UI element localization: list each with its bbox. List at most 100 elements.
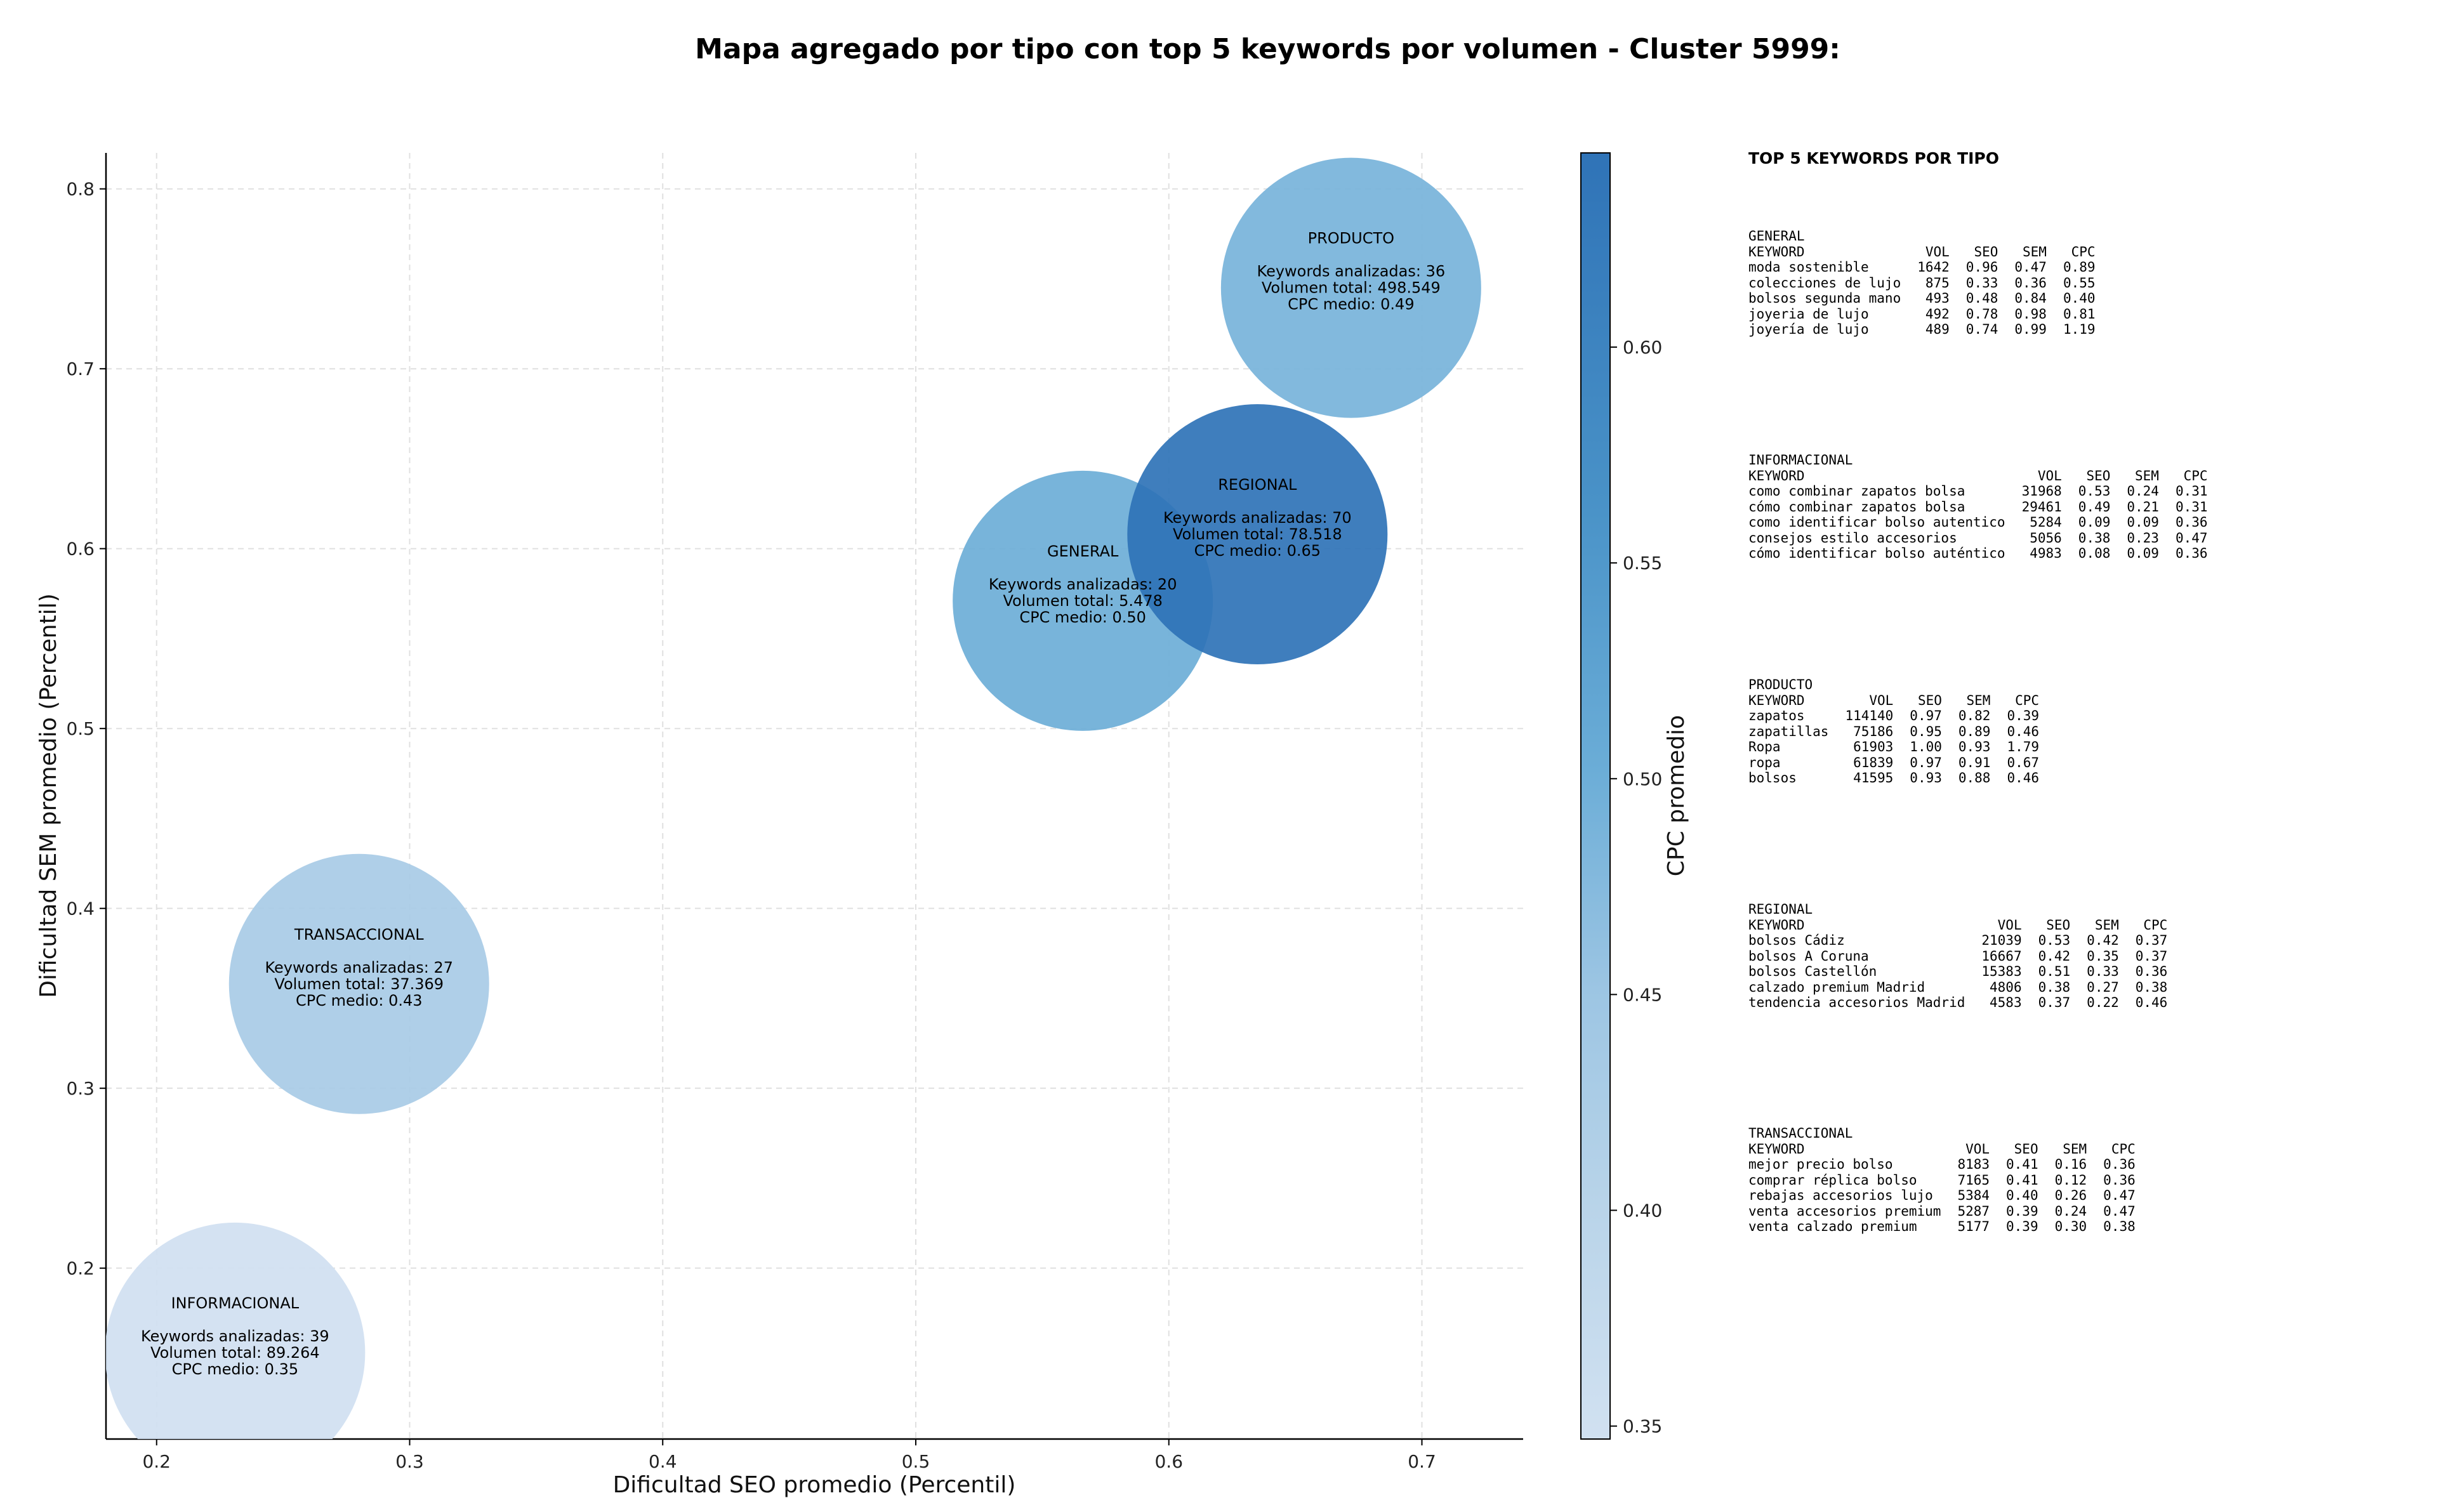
bubble-keywords-transaccional: Keywords analizadas: 27 — [265, 959, 453, 976]
value-cell: 5287 — [1957, 1203, 1990, 1219]
x-tick-label: 0.4 — [649, 1451, 677, 1472]
bubble-keywords-regional: Keywords analizadas: 70 — [1163, 509, 1352, 527]
value-cell: 0.16 — [2054, 1157, 2087, 1172]
value-cell: 0.81 — [2063, 306, 2096, 322]
table-row: venta accesorios premium 5287 0.39 0.24 0.47 — [1748, 1204, 2136, 1219]
bubble-name-regional: REGIONAL — [1218, 476, 1297, 494]
bubbles — [106, 157, 1481, 1439]
table-row: moda sostenible 1642 0.96 0.47 0.89 — [1748, 260, 2096, 275]
bubble-name-transaccional: TRANSACCIONAL — [294, 926, 424, 943]
keyword-table: KEYWORD VOL SEO SEM CPC zapatos 114140 0.97 0.82… — [1748, 693, 2039, 786]
keyword-group-title: GENERAL — [1748, 228, 1805, 244]
value-cell: 15383 — [1981, 964, 2022, 979]
keyword-cell: como identificar bolso autentico — [1748, 515, 2005, 530]
keyword-cell: bolsos Castellón — [1748, 964, 1877, 979]
value-cell: 0.36 — [2135, 964, 2168, 979]
value-cell: 0.49 — [2078, 499, 2111, 515]
value-cell: 1.00 — [1910, 739, 1942, 754]
value-cell: 0.41 — [2006, 1157, 2038, 1172]
value-cell: 29461 — [2021, 499, 2062, 515]
value-cell: 0.31 — [2175, 499, 2208, 515]
keyword-cell: zapatillas — [1748, 723, 1829, 739]
y-tick-label: 0.5 — [66, 718, 95, 739]
colorbar-ticks: 0.35 0.40 0.45 0.50 0.55 0.60 — [1610, 337, 1662, 1437]
value-cell: 0.38 — [2135, 979, 2168, 995]
colorbar-label: CPC promedio — [1663, 715, 1689, 876]
axes — [105, 153, 1523, 1440]
table-row: ropa 61839 0.97 0.91 0.67 — [1748, 755, 2039, 771]
value-cell: 0.23 — [2127, 530, 2159, 546]
x-tick-label: 0.2 — [142, 1451, 171, 1472]
keyword-group-regional: REGIONAL KEYWORD VOL SEO SEM CPC bolsos Cádiz 2… — [1748, 902, 2167, 1011]
colorbar-tick-label: 0.45 — [1623, 984, 1662, 1005]
column-header: SEM — [2094, 917, 2119, 933]
value-cell: 5056 — [2030, 530, 2062, 546]
value-cell: 0.97 — [1910, 708, 1942, 723]
value-cell: 5284 — [2030, 515, 2062, 530]
value-cell: 1.79 — [2007, 739, 2040, 754]
chart-title: Mapa agregado por tipo con top 5 keyword… — [695, 33, 1840, 65]
column-header: CPC — [2071, 244, 2096, 260]
bubble-volume-general: Volumen total: 5.478 — [1003, 592, 1162, 610]
column-header: SEO — [2086, 468, 2111, 483]
table-row: como combinar zapatos bolsa 31968 0.53 0.24… — [1748, 483, 2208, 499]
colorbar-tick-label: 0.40 — [1623, 1200, 1662, 1221]
keyword-cell: venta calzado premium — [1748, 1219, 1917, 1234]
value-cell: 0.40 — [2006, 1188, 2038, 1203]
bubble-keywords-producto: Keywords analizadas: 36 — [1257, 263, 1446, 280]
column-header: SEM — [2023, 244, 2047, 260]
colorbar-tick-label: 0.50 — [1623, 768, 1662, 789]
value-cell: 31968 — [2021, 483, 2062, 499]
value-cell: 0.27 — [2087, 979, 2119, 995]
value-cell: 4583 — [1990, 995, 2022, 1010]
value-cell: 0.42 — [2087, 933, 2119, 948]
column-header: KEYWORD — [1748, 468, 1805, 483]
value-cell: 0.37 — [2038, 995, 2071, 1010]
bubble-name-general: GENERAL — [1047, 542, 1119, 560]
column-header: VOL — [1869, 692, 1894, 708]
top-keywords-title: TOP 5 KEYWORDS POR TIPO — [1748, 149, 1999, 168]
value-cell: 0.09 — [2127, 546, 2159, 561]
table-row: bolsos Castellón 15383 0.51 0.33 0.36 — [1748, 964, 2167, 980]
value-cell: 0.97 — [1910, 754, 1942, 770]
keyword-cell: cómo identificar bolso auténtico — [1748, 546, 2005, 561]
column-header: CPC — [2183, 468, 2208, 483]
keyword-group-informacional: INFORMACIONAL KEYWORD VOL SEO SEM CPC como com… — [1748, 452, 2208, 562]
column-header: SEM — [1966, 692, 1991, 708]
bubble-volume-producto: Volumen total: 498.549 — [1262, 279, 1441, 297]
x-tick-label: 0.6 — [1154, 1451, 1183, 1472]
table-row: bolsos Cádiz 21039 0.53 0.42 0.37 — [1748, 933, 2167, 949]
keyword-cell: como combinar zapatos bolsa — [1748, 483, 1965, 499]
table-row: mejor precio bolso 8183 0.41 0.16 0.36 — [1748, 1157, 2136, 1173]
x-tick-label: 0.7 — [1408, 1451, 1436, 1472]
value-cell: 0.47 — [2175, 530, 2208, 546]
keyword-table: KEYWORD VOL SEO SEM CPC como combinar zapatos… — [1748, 468, 2208, 562]
value-cell: 61903 — [1853, 739, 1894, 754]
value-cell: 0.30 — [2054, 1219, 2087, 1234]
value-cell: 0.37 — [2135, 933, 2168, 948]
value-cell: 0.24 — [2054, 1203, 2087, 1219]
keyword-cell: zapatos — [1748, 708, 1805, 723]
value-cell: 7165 — [1957, 1172, 1990, 1188]
table-row: joyería de lujo 489 0.74 0.99 1.19 — [1748, 322, 2096, 338]
value-cell: 114140 — [1845, 708, 1894, 723]
value-cell: 0.51 — [2038, 964, 2071, 979]
keyword-table-header: KEYWORD VOL SEO SEM CPC — [1748, 244, 2096, 260]
value-cell: 0.31 — [2175, 483, 2208, 499]
column-header: CPC — [2111, 1141, 2136, 1157]
value-cell: 4983 — [2030, 546, 2062, 561]
bubble-transaccional — [228, 853, 489, 1114]
value-cell: 0.74 — [1965, 322, 1998, 337]
keyword-table-header: KEYWORD VOL SEO SEM CPC — [1748, 693, 2039, 709]
column-header: KEYWORD — [1748, 1141, 1805, 1157]
value-cell: 0.37 — [2135, 948, 2168, 964]
bubble-keywords-informacional: Keywords analizadas: 39 — [141, 1327, 329, 1345]
y-tick-label: 0.7 — [66, 358, 95, 379]
table-row: tendencia accesorios Madrid 4583 0.37 0.22 0… — [1748, 995, 2167, 1011]
value-cell: 0.40 — [2063, 291, 2096, 306]
keyword-cell: tendencia accesorios Madrid — [1748, 995, 1965, 1010]
keyword-cell: cómo combinar zapatos bolsa — [1748, 499, 1965, 515]
keyword-group-title: PRODUCTO — [1748, 677, 1813, 692]
colorbar-tick-label: 0.35 — [1623, 1416, 1662, 1437]
